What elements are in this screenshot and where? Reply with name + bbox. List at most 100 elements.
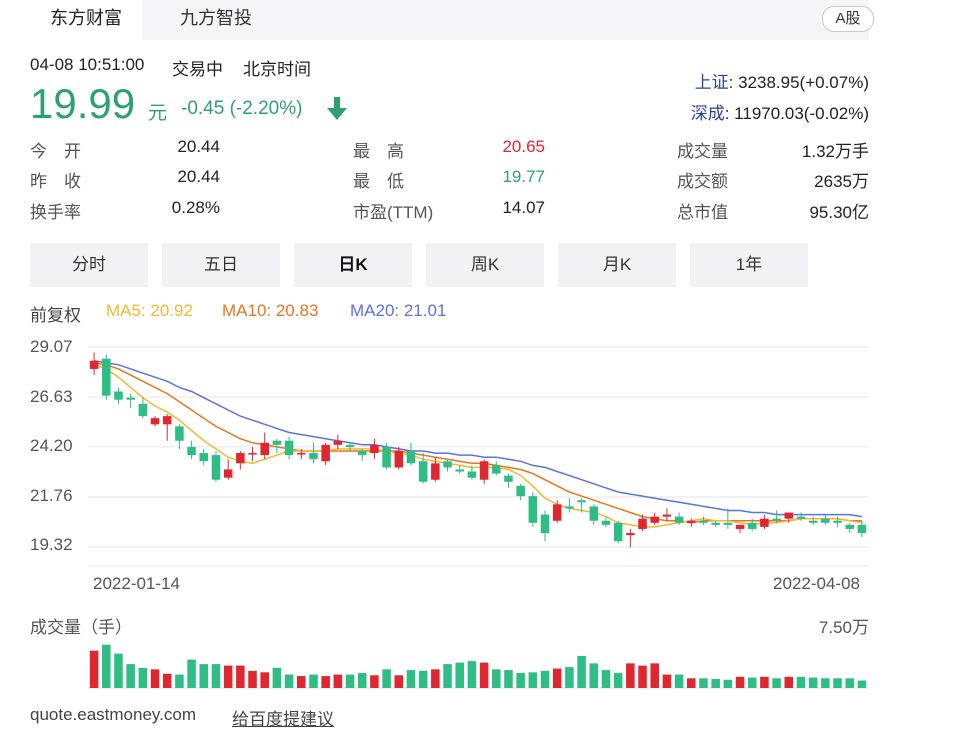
candle-body xyxy=(345,444,355,447)
candle-body xyxy=(735,524,745,529)
volume-bar xyxy=(467,661,477,688)
adjust-mode[interactable]: 前复权 xyxy=(30,306,81,325)
candle-body xyxy=(808,520,818,523)
ma5-line xyxy=(93,364,863,528)
candle-body xyxy=(674,516,684,523)
low-value: 19.77 xyxy=(502,167,545,186)
candle-body xyxy=(540,514,550,534)
volume-bar xyxy=(138,667,148,688)
volume-bar xyxy=(455,662,464,688)
tab-jiufang[interactable]: 九方智投 xyxy=(180,8,252,28)
volume-bar xyxy=(418,670,428,688)
volume-bar xyxy=(89,650,99,688)
sh-index-value: : 3238.95(+0.07%) xyxy=(728,73,869,92)
candle-body xyxy=(857,524,867,534)
volume-bar xyxy=(577,655,586,688)
tab-eastmoney[interactable]: 东方财富 xyxy=(30,0,142,40)
volume-bar xyxy=(735,676,745,688)
candle-body xyxy=(187,446,196,456)
volume-bar xyxy=(589,663,599,688)
turnover-label: 换手率 xyxy=(30,203,81,222)
candle-body xyxy=(699,520,708,523)
candle-body xyxy=(406,451,416,464)
period-button-monthly[interactable]: 月K xyxy=(558,243,676,287)
volume-bar xyxy=(406,670,416,688)
price-change: -0.45 (-2.20%) xyxy=(181,98,303,119)
open-value: 20.44 xyxy=(177,137,220,156)
volume-bar xyxy=(284,674,294,688)
candle-body xyxy=(613,522,623,542)
low-label: 最 低 xyxy=(353,172,404,191)
candle-body xyxy=(662,514,672,517)
high-label: 最 高 xyxy=(353,142,404,161)
candle-body xyxy=(479,461,489,480)
candle-body xyxy=(833,520,842,523)
shenzhen-index[interactable]: 深成: 11970.03(-0.02%) xyxy=(691,99,869,124)
source-site[interactable]: quote.eastmoney.com xyxy=(30,705,196,724)
volume-bar xyxy=(382,669,391,688)
y-tick-label: 29.07 xyxy=(30,337,73,356)
volume-label: 成交量 xyxy=(677,142,728,161)
candle-body xyxy=(516,485,525,497)
volume-bar xyxy=(357,673,367,688)
volume-bar xyxy=(808,677,818,688)
top-tab-bar: 东方财富 九方智投 A股 xyxy=(30,0,874,40)
volume-bar xyxy=(552,668,562,688)
candle-body xyxy=(638,518,647,529)
candle-body xyxy=(845,524,854,529)
period-button-weekly[interactable]: 周K xyxy=(426,243,544,287)
a-share-badge[interactable]: A股 xyxy=(822,6,874,32)
candle-body xyxy=(455,469,464,472)
candle-body xyxy=(248,453,257,455)
volume-bar xyxy=(747,677,757,688)
volume-bar xyxy=(162,673,172,688)
volume-bar xyxy=(857,680,867,688)
volume-bar xyxy=(443,664,452,688)
candle-body xyxy=(650,516,659,523)
volume-bar xyxy=(345,674,355,688)
volume-bar xyxy=(272,667,282,688)
price-unit: 元 xyxy=(148,103,168,124)
candle-body xyxy=(175,426,184,441)
volume-bar xyxy=(187,659,196,688)
candle-body xyxy=(138,403,148,417)
shanghai-index[interactable]: 上证: 3238.95(+0.07%) xyxy=(695,68,869,93)
candle-body xyxy=(272,440,282,445)
period-button-5day[interactable]: 五日 xyxy=(162,243,280,287)
feedback-link[interactable]: 给百度提建议 xyxy=(232,710,334,729)
candle-body xyxy=(150,418,160,425)
candle-body xyxy=(601,520,611,525)
sz-index-label: 深成 xyxy=(690,104,725,123)
candle-body xyxy=(431,463,440,480)
volume-bar xyxy=(674,674,684,688)
volume-bar xyxy=(102,644,111,688)
volume-bar xyxy=(370,675,379,688)
candle-body xyxy=(772,518,781,521)
period-button-1year[interactable]: 1年 xyxy=(690,243,808,287)
volume-bar xyxy=(528,672,538,688)
volume-bar xyxy=(175,674,184,688)
candle-body xyxy=(589,506,599,521)
y-tick-label: 26.63 xyxy=(30,387,73,406)
period-button-intraday[interactable]: 分时 xyxy=(30,243,148,287)
candle-body xyxy=(711,522,720,525)
volume-bar xyxy=(504,670,513,688)
volume-bar xyxy=(223,665,233,688)
volume-bar xyxy=(540,670,550,688)
volume-bar xyxy=(199,664,209,688)
volume-bar xyxy=(845,678,854,688)
candle-body xyxy=(796,516,806,519)
volume-bar xyxy=(565,667,574,688)
volume-bar xyxy=(613,673,623,688)
candle-body xyxy=(443,461,452,468)
sh-index-label: 上证 xyxy=(694,73,729,92)
candle-body xyxy=(492,465,501,474)
candle-body xyxy=(626,533,635,536)
candle-body xyxy=(394,451,404,468)
volume-bar xyxy=(236,665,245,688)
volume-bar xyxy=(394,675,404,688)
volume-bar xyxy=(260,672,269,688)
period-button-daily[interactable]: 日K xyxy=(294,243,412,287)
prev-close-label: 昨 收 xyxy=(30,172,81,191)
